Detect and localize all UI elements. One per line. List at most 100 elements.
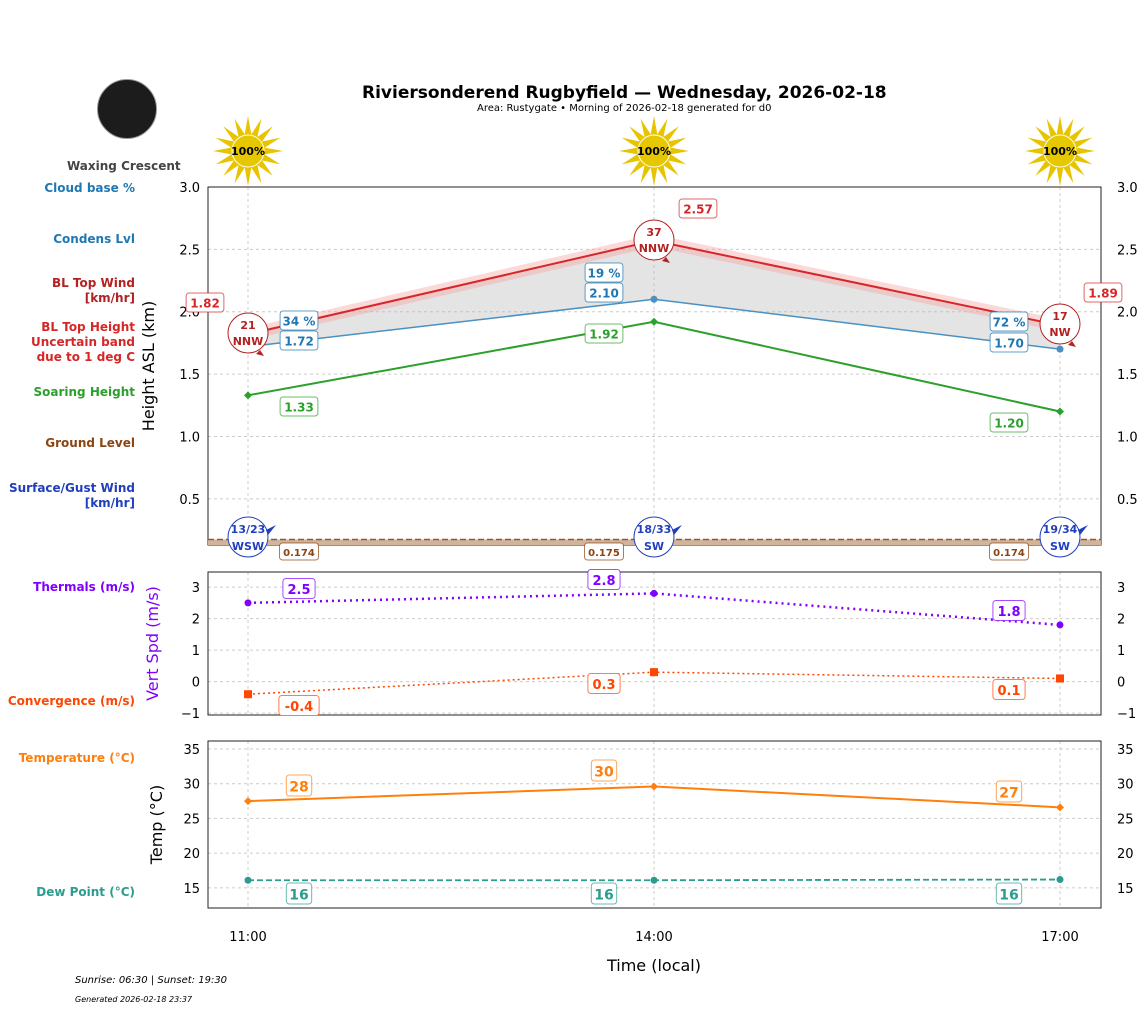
surface-wind-speed: 18/33 <box>637 523 672 536</box>
y-tick-label-right: 1 <box>1117 644 1125 659</box>
condens-label-box <box>584 282 624 303</box>
y-tick-label: −1 <box>181 707 200 722</box>
convergence-label: 0.1 <box>997 684 1020 699</box>
y-tick-label: 3 <box>192 581 200 596</box>
bl-wind-dir: NW <box>1049 326 1070 339</box>
condens-label-box <box>279 330 319 351</box>
y-tick-label: 1 <box>192 644 200 659</box>
bl-wind-circle <box>633 219 675 261</box>
condens-point <box>1056 345 1064 353</box>
soaring-label: 1.33 <box>284 401 314 415</box>
bl-top-label-box <box>678 198 718 219</box>
bl-wind-circle <box>1039 303 1081 345</box>
condens-label: 1.72 <box>284 335 314 349</box>
y-tick-label-right: −1 <box>1117 707 1136 722</box>
legend-label: Ground Level <box>45 436 135 450</box>
surface-wind-dir: SW <box>644 540 664 553</box>
legend-label: Surface/Gust Wind [km/hr] <box>9 481 135 510</box>
legend-label: BL Top Wind [km/hr] <box>51 276 135 305</box>
x-tick-label: 14:00 <box>635 930 672 945</box>
convergence-label-box <box>992 679 1026 700</box>
thermals-label-box <box>587 569 621 590</box>
bl-top-label-box <box>185 292 225 313</box>
legend-label: Condens Lvl <box>53 232 135 246</box>
plot-frame <box>207 571 1102 716</box>
y-tick-label-right: 15 <box>1117 882 1134 897</box>
condens-label: 1.70 <box>994 337 1024 351</box>
wind-arrow-icon <box>256 350 264 356</box>
y-tick-label-right: 1.0 <box>1117 430 1138 445</box>
wind-arrow-icon <box>662 257 670 263</box>
legend-label: BL Top Height Uncertain band due to 1 de… <box>31 320 135 364</box>
temperature-label: 27 <box>999 785 1018 801</box>
wind-arrow-icon <box>1078 525 1088 535</box>
y-tick-label-right: 3.0 <box>1117 181 1138 196</box>
thermals-label-box <box>992 600 1026 621</box>
convergence-point <box>244 690 252 699</box>
cloud-fill-area <box>248 240 1060 350</box>
condens-label-box <box>989 332 1029 353</box>
bl-top-label-box <box>1083 282 1123 303</box>
legend-label: Temperature (°C) <box>18 751 135 765</box>
thermals-point <box>244 599 252 607</box>
y-axis-label: Temp (°C) <box>147 785 166 865</box>
dewpoint-label-box <box>995 882 1023 905</box>
sun-percent-label: 100% <box>1043 145 1077 158</box>
dewpoint-label: 16 <box>289 887 308 903</box>
y-tick-label: 15 <box>183 882 200 897</box>
generated-time: Generated 2026-02-18 23:37 <box>75 995 193 1004</box>
surface-wind-circle <box>1039 516 1081 558</box>
plot-frame <box>207 740 1102 909</box>
cloud-base-pct-label: 34 % <box>283 315 316 329</box>
surface-wind-speed: 19/34 <box>1043 523 1078 536</box>
bl-top-uncertainty-band <box>248 234 1060 341</box>
legend-label: Soaring Height <box>33 385 136 399</box>
temperature-label-box <box>285 774 313 797</box>
legend-label: Dew Point (°C) <box>36 885 135 899</box>
dewpoint-point <box>1056 876 1064 884</box>
legend-label: Thermals (m/s) <box>33 580 135 594</box>
soaring-label-box <box>279 396 319 417</box>
dewpoint-point <box>650 876 658 884</box>
condens-label: 2.10 <box>589 287 619 301</box>
bl-top-label: 1.89 <box>1088 287 1118 301</box>
moon-phase-label: Waxing Crescent <box>67 159 181 173</box>
convergence-label-box <box>587 673 621 694</box>
dewpoint-label: 16 <box>594 887 613 903</box>
ground-label-box <box>279 542 319 561</box>
y-tick-label: 1.5 <box>179 368 200 383</box>
soaring-point <box>1056 407 1064 416</box>
y-tick-label: 1.0 <box>179 430 200 445</box>
soaring-label: 1.92 <box>589 328 619 342</box>
y-tick-label-right: 30 <box>1117 778 1134 793</box>
bl-wind-dir: NNW <box>639 242 670 255</box>
y-tick-label-right: 1.5 <box>1117 368 1138 383</box>
dewpoint-point <box>244 876 252 884</box>
cloud-base-pct-label-box <box>279 310 319 331</box>
y-tick-label: 2 <box>192 613 200 628</box>
sun-icon <box>231 134 265 168</box>
bl-top-label: 1.82 <box>190 297 220 311</box>
y-tick-label: 20 <box>183 847 200 862</box>
thermals-point <box>650 589 658 597</box>
condens-point <box>650 295 658 303</box>
y-tick-label-right: 20 <box>1117 847 1134 862</box>
bl-wind-speed: 37 <box>646 226 661 239</box>
thermals-point <box>1056 621 1064 629</box>
convergence-label-box <box>278 695 320 716</box>
soaring-point <box>244 391 252 400</box>
bl-wind-circle <box>227 312 269 354</box>
y-tick-label: 3.0 <box>179 181 200 196</box>
legend-label: Cloud base % <box>44 181 135 195</box>
surface-wind-circle <box>227 516 269 558</box>
legend-label: Convergence (m/s) <box>7 694 135 708</box>
y-tick-label: 2.5 <box>179 243 200 258</box>
cloud-base-pct-label-box <box>989 311 1029 332</box>
bl-top-label: 2.57 <box>683 203 713 217</box>
surface-wind-dir: WSW <box>232 540 264 553</box>
surface-wind-circle <box>633 516 675 558</box>
dewpoint-label-box <box>285 882 313 905</box>
temperature-label-box <box>590 759 618 782</box>
